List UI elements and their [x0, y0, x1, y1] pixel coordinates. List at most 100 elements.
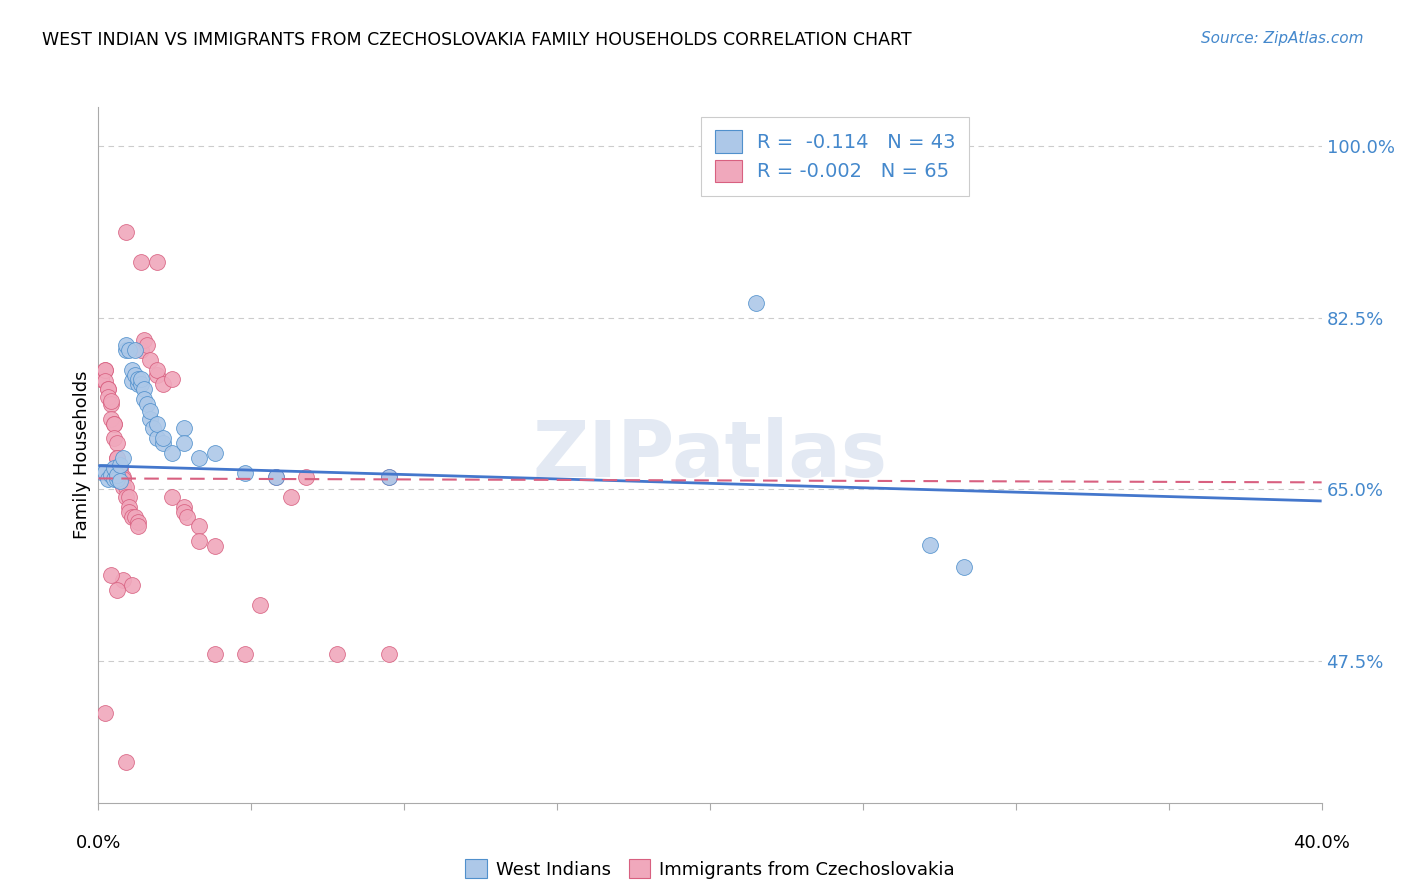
Point — [204, 446, 226, 460]
Point — [121, 578, 143, 592]
Point — [103, 472, 125, 486]
Point — [134, 392, 156, 406]
Point — [105, 450, 128, 465]
Point — [139, 411, 162, 425]
Text: 0.0%: 0.0% — [76, 834, 121, 852]
Point — [93, 465, 115, 479]
Point — [295, 470, 318, 484]
Point — [127, 515, 149, 529]
Point — [173, 436, 195, 450]
Point — [103, 460, 125, 475]
Point — [129, 343, 152, 357]
Point — [188, 450, 211, 465]
Point — [90, 372, 112, 386]
Point — [129, 377, 152, 392]
Point — [233, 647, 256, 661]
Point — [111, 450, 134, 465]
Point — [124, 343, 146, 357]
Point — [378, 470, 401, 484]
Point — [121, 375, 143, 389]
Point — [121, 509, 143, 524]
Point — [127, 519, 149, 533]
Point — [136, 397, 159, 411]
Point — [233, 466, 256, 480]
Point — [90, 372, 112, 386]
Point — [100, 394, 122, 409]
Point — [173, 421, 195, 435]
Point — [152, 436, 174, 450]
Point — [129, 372, 152, 386]
Point — [160, 446, 183, 460]
Point — [111, 574, 134, 588]
Point — [97, 382, 120, 396]
Point — [378, 470, 401, 484]
Legend: R =  -0.114   N = 43, R = -0.002   N = 65: R = -0.114 N = 43, R = -0.002 N = 65 — [702, 117, 969, 195]
Point — [136, 338, 159, 352]
Point — [93, 375, 115, 389]
Point — [176, 509, 198, 524]
Point — [152, 431, 174, 445]
Point — [115, 226, 138, 240]
Y-axis label: Family Households: Family Households — [73, 371, 91, 539]
Point — [188, 534, 211, 549]
Point — [100, 467, 122, 482]
Point — [145, 368, 167, 382]
Point — [129, 255, 152, 269]
Point — [105, 436, 128, 450]
Point — [160, 490, 183, 504]
Point — [93, 706, 115, 720]
Point — [108, 460, 131, 475]
Point — [124, 509, 146, 524]
Point — [108, 475, 131, 489]
Point — [953, 559, 976, 574]
Point — [139, 352, 162, 367]
Point — [920, 538, 942, 552]
Point — [90, 465, 112, 479]
Point — [139, 404, 162, 418]
Point — [121, 362, 143, 376]
Point — [108, 470, 131, 484]
Point — [97, 472, 120, 486]
Point — [118, 490, 141, 504]
Point — [124, 368, 146, 382]
Point — [108, 466, 131, 480]
Point — [118, 505, 141, 519]
Point — [160, 372, 183, 386]
Point — [105, 583, 128, 598]
Point — [326, 647, 349, 661]
Point — [115, 480, 138, 494]
Point — [145, 255, 167, 269]
Text: 40.0%: 40.0% — [1294, 834, 1350, 852]
Point — [173, 500, 195, 514]
Point — [173, 505, 195, 519]
Text: ZIPatlas: ZIPatlas — [533, 417, 887, 493]
Text: WEST INDIAN VS IMMIGRANTS FROM CZECHOSLOVAKIA FAMILY HOUSEHOLDS CORRELATION CHAR: WEST INDIAN VS IMMIGRANTS FROM CZECHOSLO… — [42, 31, 912, 49]
Point — [745, 296, 768, 310]
Point — [204, 647, 226, 661]
Point — [93, 362, 115, 376]
Point — [100, 397, 122, 411]
Point — [264, 470, 287, 484]
Point — [188, 519, 211, 533]
Point — [115, 338, 138, 352]
Point — [118, 343, 141, 357]
Point — [145, 431, 167, 445]
Point — [115, 755, 138, 769]
Point — [145, 417, 167, 431]
Point — [378, 647, 401, 661]
Point — [97, 382, 120, 396]
Point — [108, 458, 131, 472]
Point — [134, 333, 156, 347]
Point — [100, 568, 122, 582]
Point — [118, 500, 141, 514]
Point — [142, 421, 165, 435]
Point — [100, 411, 122, 425]
Point — [115, 343, 138, 357]
Point — [152, 377, 174, 392]
Point — [264, 470, 287, 484]
Point — [103, 417, 125, 431]
Point — [127, 372, 149, 386]
Point — [115, 490, 138, 504]
Point — [105, 450, 128, 465]
Point — [93, 362, 115, 376]
